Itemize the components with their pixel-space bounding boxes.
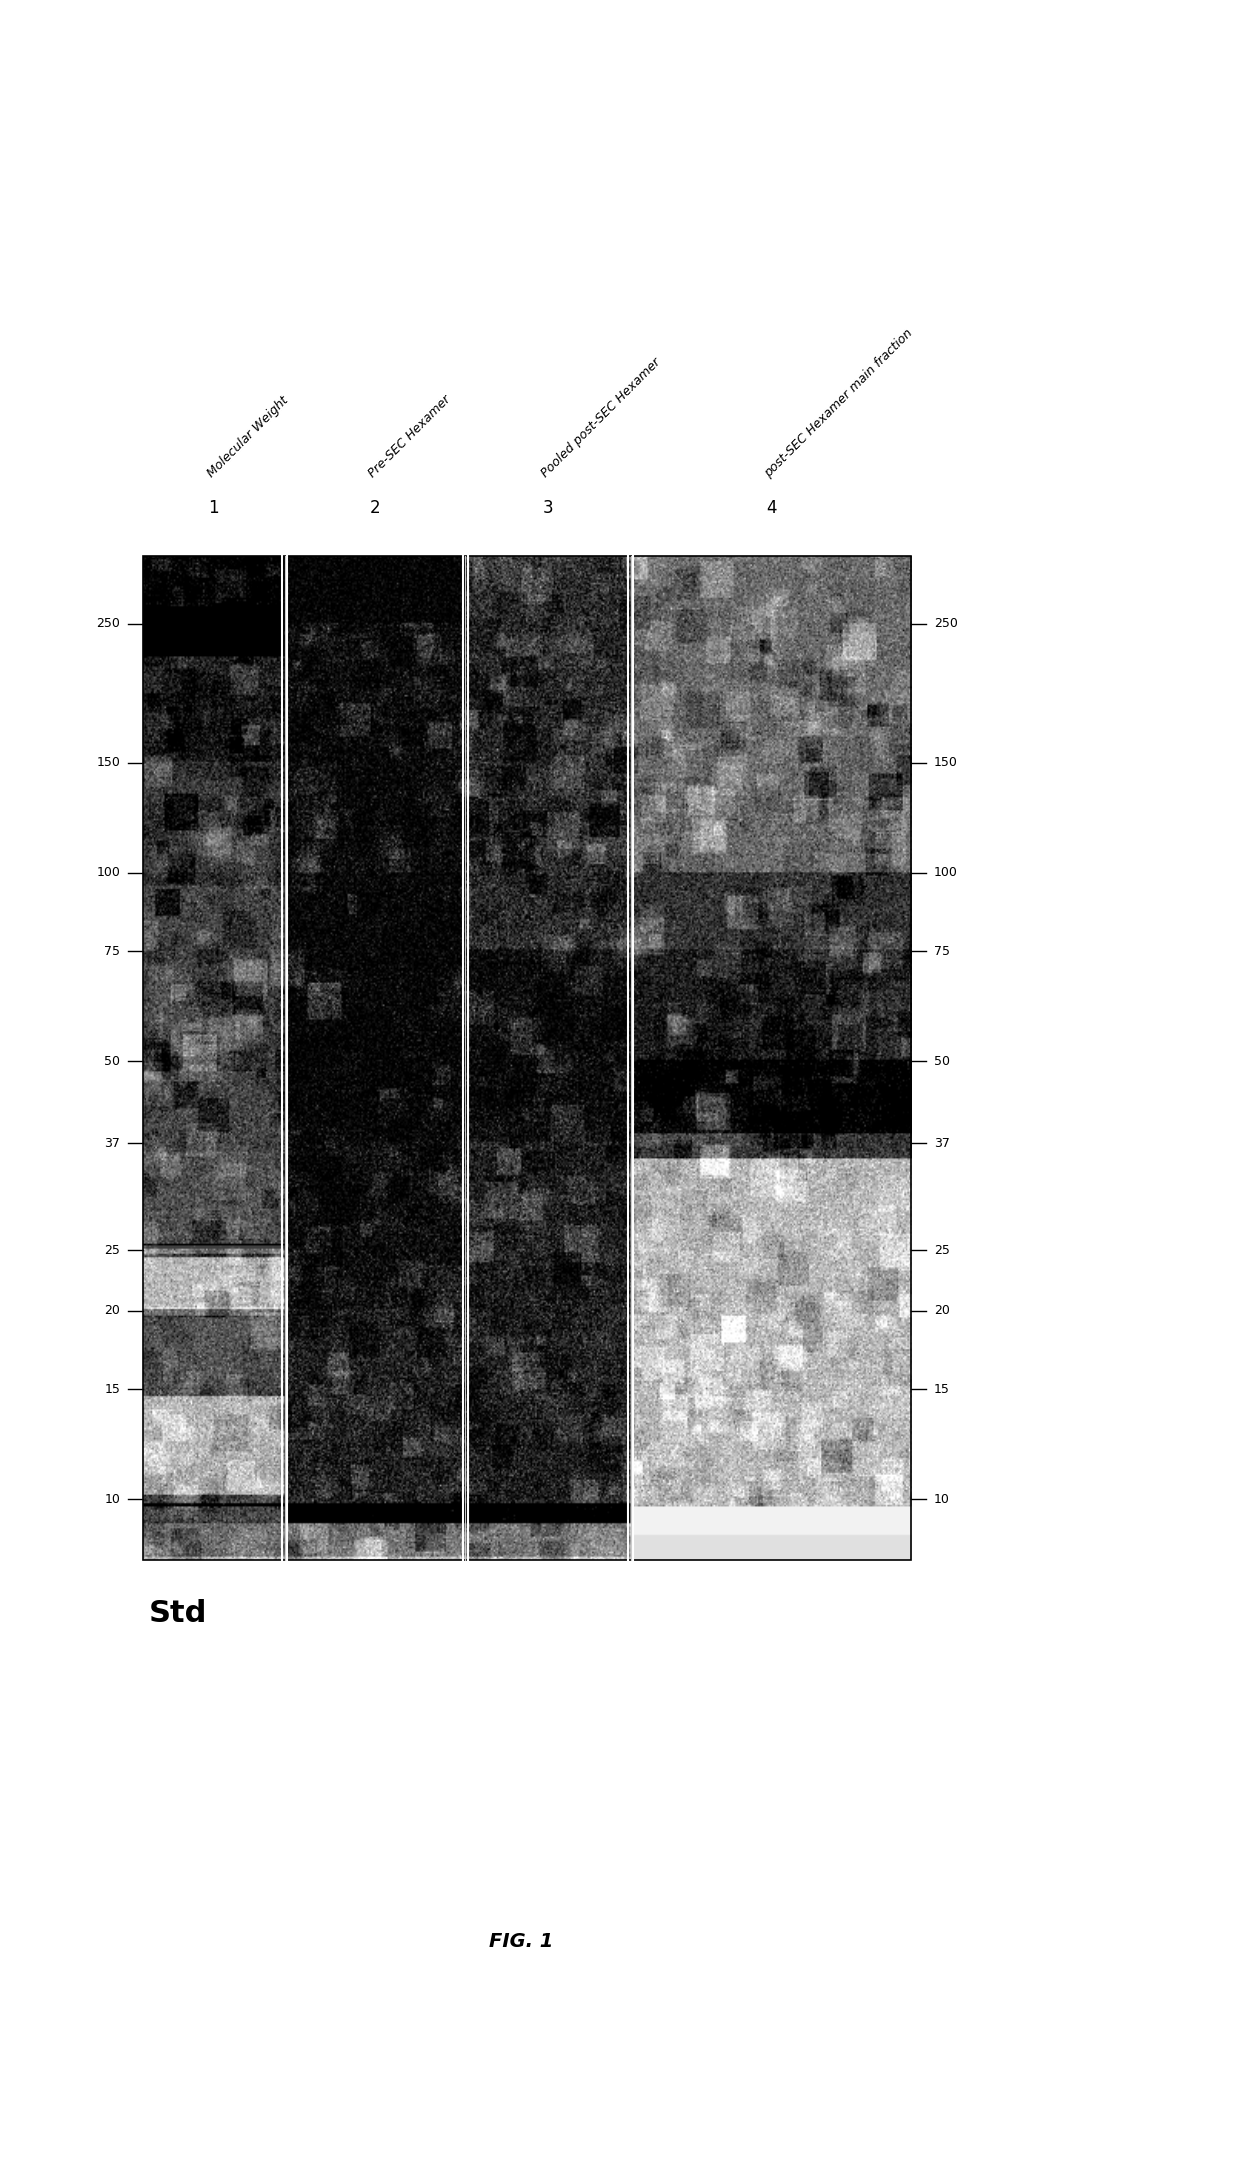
Text: 20: 20	[104, 1305, 120, 1318]
Text: 3: 3	[543, 500, 553, 517]
Text: 10: 10	[104, 1492, 120, 1506]
Text: 37: 37	[104, 1137, 120, 1150]
Text: 4: 4	[766, 500, 776, 517]
Text: 25: 25	[104, 1244, 120, 1257]
Text: 37: 37	[934, 1137, 950, 1150]
Text: 15: 15	[934, 1383, 950, 1396]
Text: 150: 150	[934, 757, 957, 768]
Text: Molecular Weight: Molecular Weight	[205, 395, 290, 480]
Text: 10: 10	[934, 1492, 950, 1506]
Text: 150: 150	[97, 757, 120, 768]
Text: 50: 50	[934, 1054, 950, 1067]
Text: 250: 250	[97, 618, 120, 631]
Text: post-SEC Hexamer main fraction: post-SEC Hexamer main fraction	[761, 327, 915, 480]
Text: FIG. 1: FIG. 1	[489, 1933, 553, 1951]
Text: 250: 250	[934, 618, 957, 631]
Text: 75: 75	[934, 945, 950, 958]
Text: 25: 25	[934, 1244, 950, 1257]
Text: 100: 100	[97, 866, 120, 879]
Text: 1: 1	[208, 500, 219, 517]
Text: Pre-SEC Hexamer: Pre-SEC Hexamer	[366, 393, 454, 480]
Text: 2: 2	[370, 500, 381, 517]
Text: 50: 50	[104, 1054, 120, 1067]
Text: 20: 20	[934, 1305, 950, 1318]
Text: 75: 75	[104, 945, 120, 958]
Text: 15: 15	[104, 1383, 120, 1396]
Bar	[143, 556, 911, 1560]
Text: Pooled post-SEC Hexamer: Pooled post-SEC Hexamer	[539, 356, 663, 480]
Text: 100: 100	[934, 866, 957, 879]
Text: Std: Std	[149, 1599, 207, 1628]
